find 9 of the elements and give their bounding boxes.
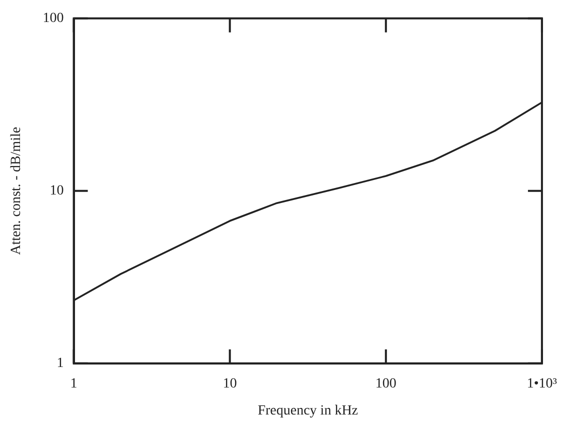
y-tick-label: 100 xyxy=(42,11,64,26)
x-tick-label: 100 xyxy=(375,376,396,392)
y-tick-label: 10 xyxy=(50,184,64,199)
x-axis-title: Frequency in kHz xyxy=(258,403,358,418)
x-tick-label: 1•10³ xyxy=(526,376,558,392)
y-axis-title: Atten. const. - dB/mile xyxy=(9,126,24,255)
x-tick-label: 1 xyxy=(70,376,78,392)
y-tick-label: 1 xyxy=(56,356,64,372)
x-tick-label: 10 xyxy=(222,376,237,392)
